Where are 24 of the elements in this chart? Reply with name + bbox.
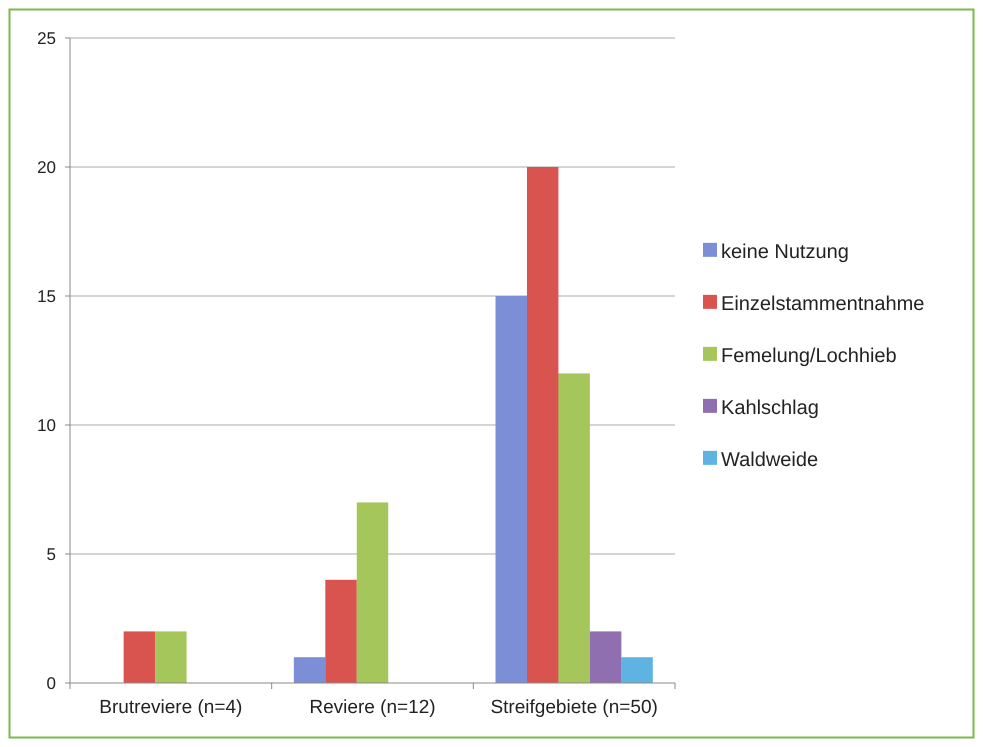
bar [590, 631, 622, 683]
bar [356, 502, 388, 683]
y-tick-label: 25 [37, 28, 56, 48]
y-tick-label: 10 [37, 416, 56, 435]
legend-label: Waldweide [721, 448, 818, 471]
bar [124, 631, 156, 683]
bar [558, 373, 590, 683]
y-tick-label: 5 [46, 544, 56, 564]
y-tick-label: 15 [37, 286, 56, 306]
x-tick-label: Reviere (n=12) [309, 697, 436, 718]
bar [155, 631, 187, 683]
legend-label: Femelung/Lochhieb [721, 344, 897, 367]
bar [325, 580, 357, 683]
y-tick-label: 0 [46, 674, 56, 693]
legend-label: Kahlschlag [721, 396, 819, 419]
bar [621, 657, 653, 683]
x-tick-label: Streifgebiete (n=50) [490, 697, 658, 718]
legend-label: keine Nutzung [721, 240, 849, 263]
bar [526, 167, 558, 683]
x-tick-label: Brutreviere (n=4) [99, 697, 242, 718]
bar [496, 296, 527, 683]
y-tick-label: 20 [37, 158, 56, 177]
legend-label: Einzelstammentnahme [721, 292, 924, 315]
bar [294, 657, 326, 683]
